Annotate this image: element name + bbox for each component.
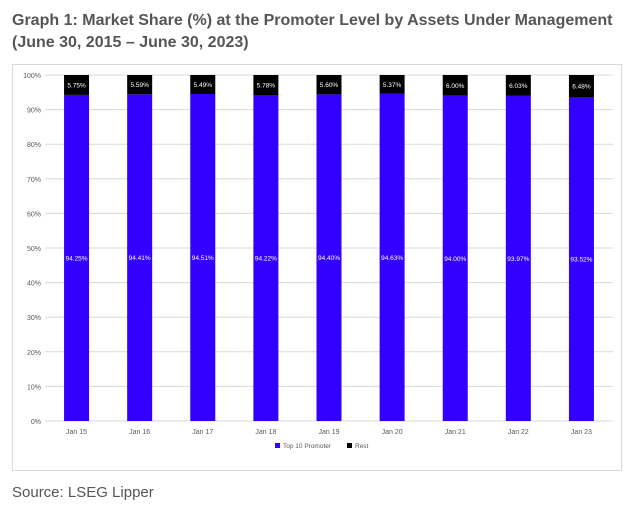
x-tick-label: Jan 16 <box>129 429 150 436</box>
y-tick-label: 60% <box>27 211 41 218</box>
data-label-top10: 93.97% <box>507 256 529 263</box>
legend-swatch-top10 <box>275 443 280 448</box>
x-tick-label: Jan 17 <box>192 429 213 436</box>
bar-top10-promoter <box>64 94 90 421</box>
bar-top10-promoter <box>253 94 279 421</box>
data-label-top10: 94.00% <box>444 256 466 263</box>
bar-rest <box>64 75 90 95</box>
data-label-rest: 6.00% <box>446 83 465 90</box>
x-tick-label: Jan 19 <box>318 429 339 436</box>
y-tick-label: 20% <box>27 350 41 357</box>
data-label-rest: 5.59% <box>130 82 149 89</box>
bar-rest <box>568 75 594 98</box>
bar-top10-promoter <box>505 95 531 421</box>
x-tick-label: Jan 15 <box>66 429 87 436</box>
x-tick-label: Jan 23 <box>571 429 592 436</box>
bar-top10-promoter <box>316 94 342 421</box>
legend-swatch-rest <box>347 443 352 448</box>
data-label-rest: 6.48% <box>572 84 591 91</box>
bar-rest <box>253 75 279 95</box>
y-tick-label: 30% <box>27 315 41 322</box>
bar-rest <box>442 75 468 96</box>
bar-top10-promoter <box>568 97 594 421</box>
legend-label-top10: Top 10 Promoter <box>283 443 332 450</box>
y-tick-label: 50% <box>27 246 41 253</box>
data-label-top10: 94.25% <box>66 255 88 262</box>
data-label-rest: 5.37% <box>383 82 402 89</box>
stacked-bar-chart: 0% 10% 20% 30% 40% 50% 60% 70% 80% 90% 100% 94.25% 5… <box>23 73 613 450</box>
data-label-top10: 94.40% <box>318 255 340 262</box>
data-label-top10: 93.52% <box>570 257 592 264</box>
data-label-top10: 94.51% <box>192 255 214 262</box>
x-tick-label: Jan 22 <box>508 429 529 436</box>
data-label-rest: 5.49% <box>194 82 213 89</box>
y-tick-label: 100% <box>23 73 41 80</box>
x-tick-label: Jan 21 <box>445 429 466 436</box>
data-label-top10: 94.22% <box>255 255 277 262</box>
data-label-rest: 6.03% <box>509 83 528 90</box>
y-tick-label: 90% <box>27 108 41 115</box>
data-label-top10: 94.41% <box>129 255 151 262</box>
y-tick-label: 80% <box>27 142 41 149</box>
y-tick-label: 70% <box>27 177 41 184</box>
data-label-rest: 5.60% <box>320 82 339 89</box>
bar-rest <box>505 75 531 96</box>
bar-rest <box>127 75 153 95</box>
bar-top10-promoter <box>127 94 153 421</box>
bar-rest <box>190 75 216 94</box>
bar-top10-promoter <box>379 93 405 421</box>
bar-rest <box>379 75 405 94</box>
bar-rest <box>316 75 342 95</box>
data-label-top10: 94.63% <box>381 255 403 262</box>
legend-label-rest: Rest <box>355 443 369 450</box>
bar-top10-promoter <box>442 95 468 421</box>
chart-title: Graph 1: Market Share (%) at the Promote… <box>12 12 613 51</box>
chart-area: 0% 10% 20% 30% 40% 50% 60% 70% 80% 90% 100% 94.25% 5… <box>12 64 622 471</box>
y-tick-label: 10% <box>27 384 41 391</box>
data-label-rest: 5.78% <box>257 82 276 89</box>
source-note: Source: LSEG Lipper <box>12 484 154 501</box>
bar-top10-promoter <box>190 93 216 422</box>
y-tick-label: 0% <box>31 419 41 426</box>
x-tick-label: Jan 18 <box>255 429 276 436</box>
x-tick-label: Jan 20 <box>382 429 403 436</box>
y-tick-label: 40% <box>27 281 41 288</box>
data-label-rest: 5.75% <box>67 82 86 89</box>
